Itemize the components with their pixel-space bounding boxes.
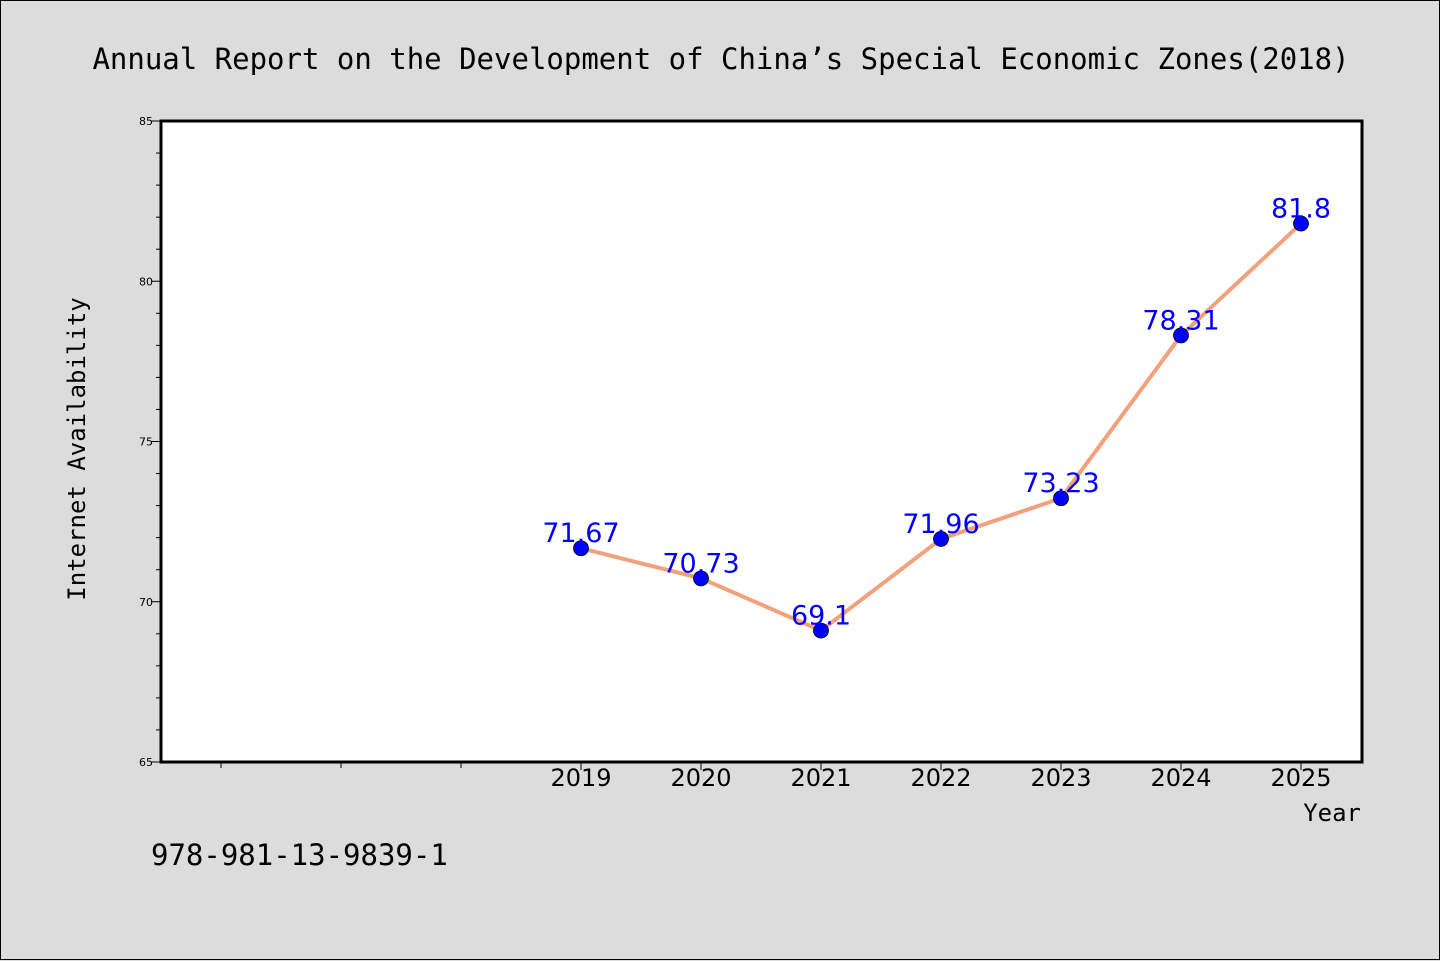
y-axis: 65 70 75 80 85 bbox=[139, 115, 161, 769]
plot-area bbox=[159, 119, 1364, 764]
y-tick-label: 70 bbox=[139, 596, 153, 609]
data-point bbox=[573, 540, 589, 557]
data-point bbox=[1293, 215, 1309, 232]
x-tick-label: 2023 bbox=[1030, 764, 1091, 792]
x-tick-label: 2019 bbox=[550, 764, 611, 792]
y-tick-label: 65 bbox=[139, 756, 153, 769]
data-point bbox=[693, 570, 709, 587]
x-tick-label: 2020 bbox=[670, 764, 731, 792]
data-point bbox=[1173, 327, 1189, 344]
data-label: 71.96 bbox=[902, 509, 979, 540]
isbn-footnote: 978-981-13-9839-1 bbox=[151, 838, 448, 872]
x-tick-label: 2024 bbox=[1150, 764, 1211, 792]
data-label: 69.1 bbox=[791, 601, 851, 632]
chart-title: Annual Report on the Development of Chin… bbox=[92, 42, 1349, 76]
data-point bbox=[813, 622, 829, 639]
series-layer: 71.67 70.73 69.1 71.96 73.23 78.31 81.8 bbox=[542, 194, 1331, 639]
data-point bbox=[933, 531, 949, 547]
y-tick-label: 80 bbox=[139, 275, 153, 288]
data-point bbox=[1053, 490, 1069, 507]
y-axis-title: Internet Availability bbox=[63, 297, 91, 600]
y-tick-label: 85 bbox=[139, 115, 153, 128]
data-label: 81.8 bbox=[1271, 194, 1331, 225]
data-label: 73.23 bbox=[1022, 468, 1099, 499]
x-tick-label: 2021 bbox=[790, 764, 851, 792]
data-label: 71.67 bbox=[542, 518, 619, 549]
x-axis: 2019 2020 2021 2022 2023 2024 2025 bbox=[220, 762, 1332, 792]
x-axis-title: Year bbox=[1303, 799, 1361, 827]
x-tick-label: 2025 bbox=[1270, 764, 1331, 792]
y-tick-label: 75 bbox=[139, 436, 153, 449]
data-label: 78.31 bbox=[1142, 305, 1219, 336]
data-label: 70.73 bbox=[662, 548, 739, 579]
x-tick-label: 2022 bbox=[910, 764, 971, 792]
